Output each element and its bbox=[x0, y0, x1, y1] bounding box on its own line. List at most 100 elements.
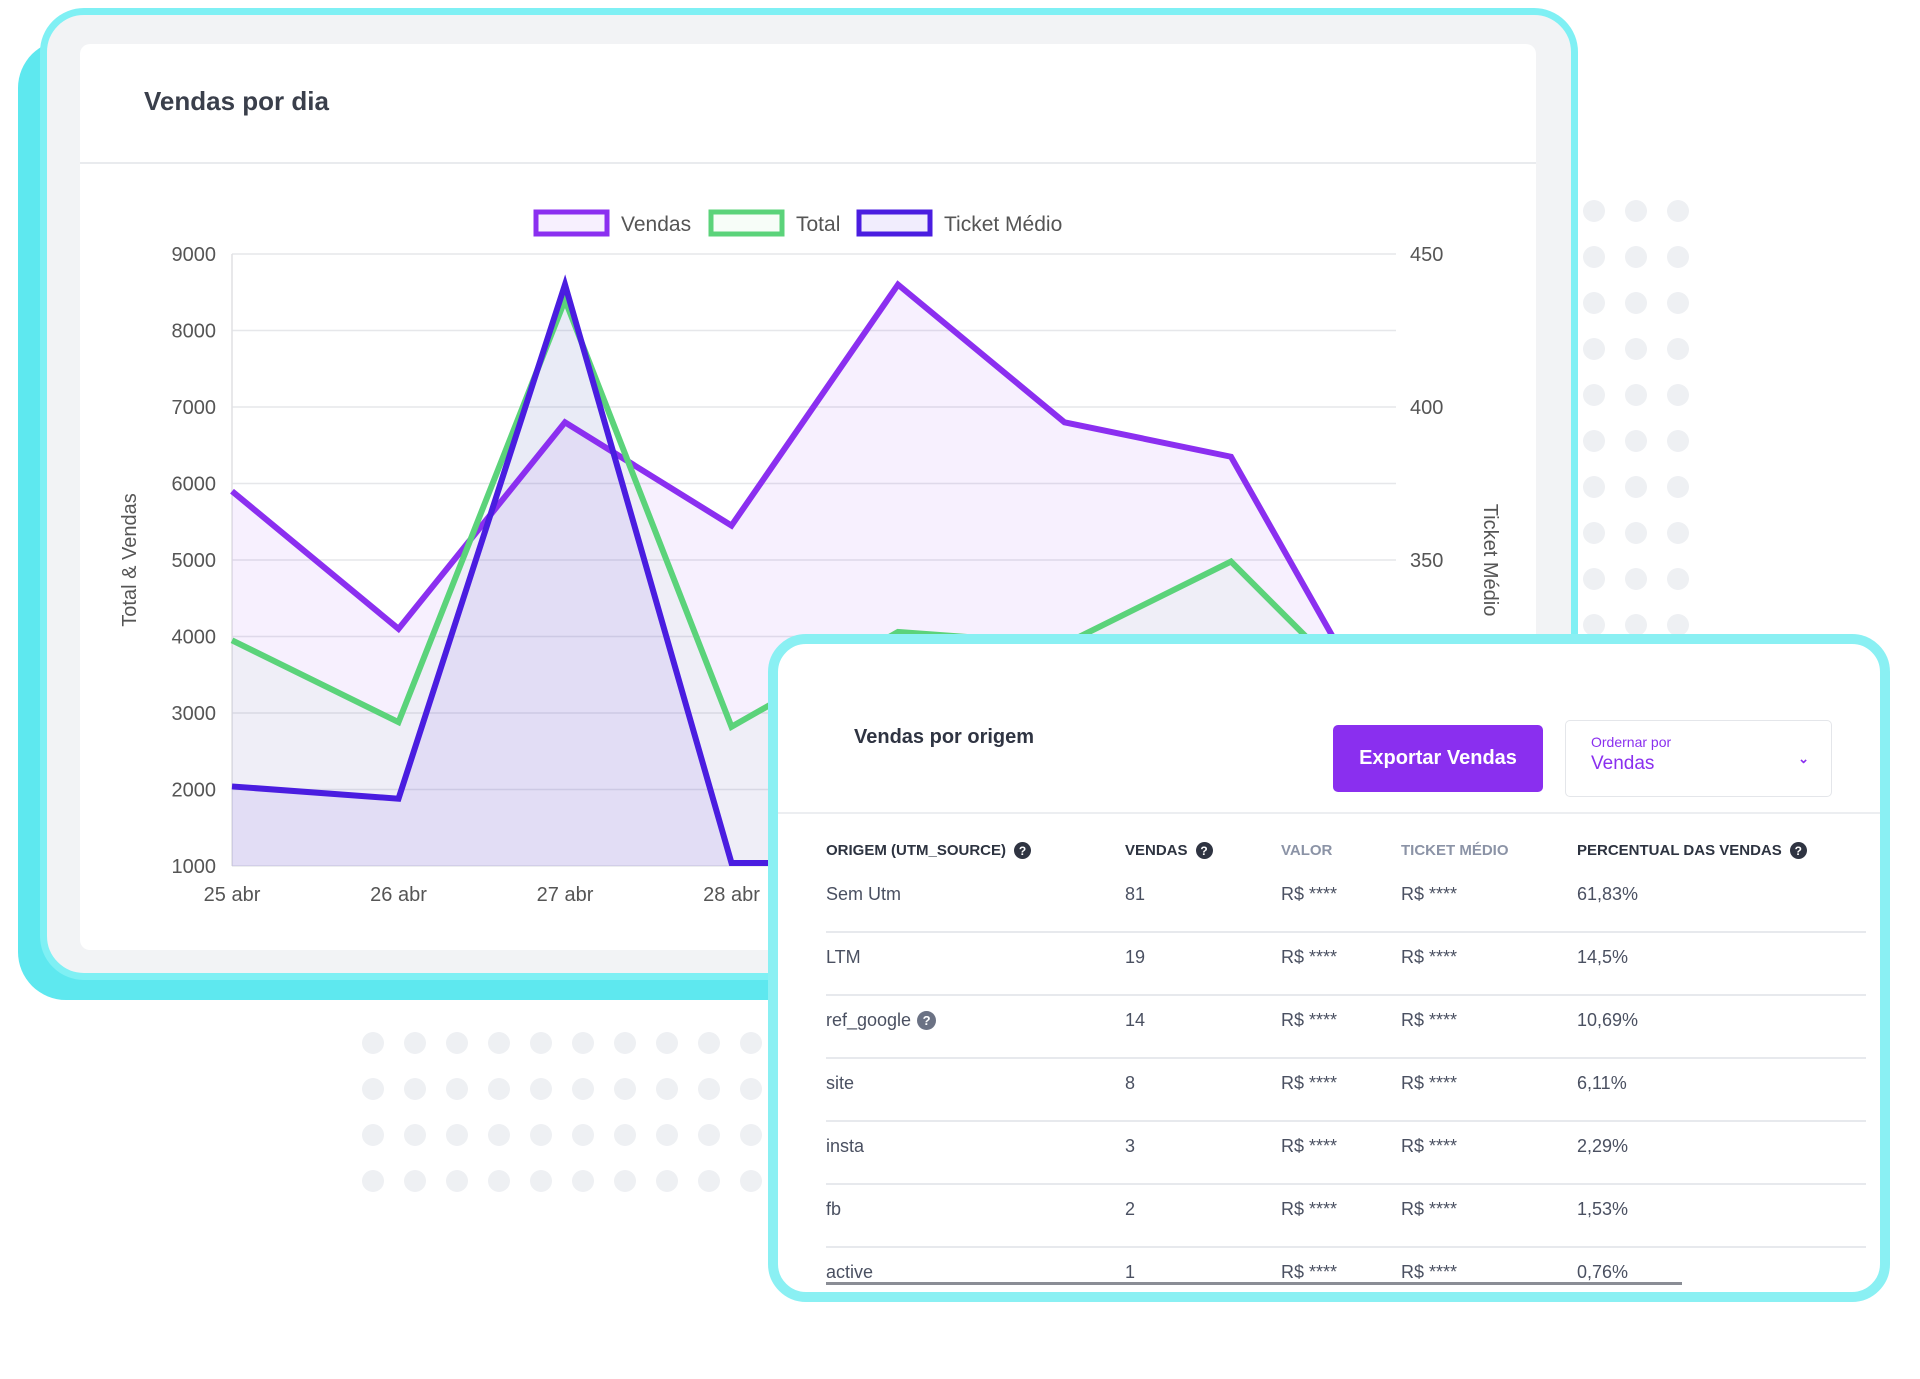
decorative-dot bbox=[698, 1032, 720, 1054]
column-header[interactable]: VALOR bbox=[1281, 842, 1332, 859]
sales-by-origin-card: Vendas por origem Exportar Vendas Ordern… bbox=[768, 634, 1890, 1302]
legend-label: Vendas bbox=[621, 213, 691, 236]
decorative-dot bbox=[1625, 246, 1647, 268]
decorative-dot bbox=[1583, 614, 1605, 636]
decorative-dot bbox=[530, 1124, 552, 1146]
value-cell-text: R$ **** bbox=[1281, 1073, 1338, 1093]
y-right-tick-label: 400 bbox=[1410, 397, 1443, 419]
table-card-title: Vendas por origem bbox=[854, 726, 1035, 748]
percent-cell-text: 10,69% bbox=[1577, 1010, 1639, 1030]
y-tick-label: 1000 bbox=[172, 856, 217, 878]
value-cell-text: R$ **** bbox=[1281, 884, 1338, 904]
value-cell: R$ **** bbox=[1281, 1262, 1337, 1283]
origin-cell: insta bbox=[826, 1136, 864, 1157]
ticket-cell: R$ **** bbox=[1401, 1262, 1457, 1283]
row-divider bbox=[826, 1120, 1866, 1122]
row-divider bbox=[826, 1183, 1866, 1185]
decorative-dot bbox=[1667, 522, 1689, 544]
legend-swatch bbox=[856, 209, 933, 237]
sales-count-cell: 14 bbox=[1125, 1010, 1145, 1031]
percent-cell-text: 14,5% bbox=[1577, 947, 1629, 967]
column-header-label: TICKET MÉDIO bbox=[1401, 842, 1509, 859]
table-row[interactable]: insta 3 R$ **** R$ **** 2,29% bbox=[778, 1122, 1880, 1185]
decorative-dot bbox=[446, 1032, 468, 1054]
table-row[interactable]: site 8 R$ **** R$ **** 6,11% bbox=[778, 1059, 1880, 1122]
decorative-dot bbox=[656, 1124, 678, 1146]
ticket-cell-text: R$ **** bbox=[1401, 947, 1458, 967]
percent-cell: 1,53% bbox=[1577, 1199, 1628, 1220]
decorative-dot bbox=[656, 1032, 678, 1054]
ticket-cell: R$ **** bbox=[1401, 1073, 1457, 1094]
value-cell-text: R$ **** bbox=[1281, 1199, 1338, 1219]
decorative-dot bbox=[614, 1032, 636, 1054]
table-row[interactable]: active 1 R$ **** R$ **** 0,76% bbox=[778, 1248, 1880, 1292]
ticket-cell-text: R$ **** bbox=[1401, 884, 1458, 904]
decorative-dot bbox=[446, 1170, 468, 1192]
help-icon[interactable]: ? bbox=[1789, 842, 1807, 859]
y-tick-label: 7000 bbox=[172, 397, 217, 419]
decorative-dot bbox=[1625, 384, 1647, 406]
decorative-dot bbox=[488, 1032, 510, 1054]
value-cell: R$ **** bbox=[1281, 884, 1337, 905]
ticket-cell: R$ **** bbox=[1401, 884, 1457, 905]
legend-label: Ticket Médio bbox=[944, 213, 1062, 236]
y-tick-label: 6000 bbox=[172, 474, 217, 496]
column-header[interactable]: ORIGEM (UTM_SOURCE)? bbox=[826, 842, 1031, 859]
value-cell: R$ **** bbox=[1281, 1010, 1337, 1031]
y-tick-label: 4000 bbox=[172, 627, 217, 649]
decorative-dot bbox=[530, 1032, 552, 1054]
y-right-axis-title: Ticket Médio bbox=[1479, 504, 1501, 617]
sales-count-cell: 81 bbox=[1125, 884, 1145, 905]
column-header[interactable]: VENDAS? bbox=[1125, 842, 1213, 859]
decorative-dot bbox=[1625, 614, 1647, 636]
y-tick-label: 9000 bbox=[172, 244, 217, 266]
row-divider bbox=[826, 1246, 1866, 1248]
decorative-dot bbox=[1583, 338, 1605, 360]
chart-card-divider bbox=[80, 162, 1536, 164]
origin-cell-text: active bbox=[826, 1262, 874, 1282]
horizontal-scrollbar[interactable] bbox=[826, 1282, 1682, 1285]
table-row[interactable]: fb 2 R$ **** R$ **** 1,53% bbox=[778, 1185, 1880, 1248]
export-sales-button[interactable]: Exportar Vendas bbox=[1333, 725, 1543, 792]
decorative-dot bbox=[1583, 246, 1605, 268]
table-row[interactable]: LTM 19 R$ **** R$ **** 14,5% bbox=[778, 933, 1880, 996]
series-line-0 bbox=[230, 280, 1401, 753]
decorative-dot bbox=[530, 1170, 552, 1192]
percent-cell: 2,29% bbox=[1577, 1136, 1628, 1157]
decorative-dot bbox=[1583, 568, 1605, 590]
table-row[interactable]: ref_google? 14 R$ **** R$ **** 10,69% bbox=[778, 996, 1880, 1059]
x-tick-label: 28 abr bbox=[703, 884, 760, 906]
origin-cell-text: insta bbox=[826, 1136, 865, 1156]
column-header-label: ORIGEM (UTM_SOURCE) bbox=[826, 842, 1006, 859]
origin-cell-text: Sem Utm bbox=[826, 884, 902, 904]
percent-cell: 6,11% bbox=[1577, 1073, 1627, 1094]
series-area-2 bbox=[232, 284, 1398, 882]
percent-cell: 61,83% bbox=[1577, 884, 1638, 905]
column-header[interactable]: PERCENTUAL DAS VENDAS? bbox=[1577, 842, 1807, 859]
sales-count-cell: 1 bbox=[1125, 1262, 1135, 1283]
decorative-dot bbox=[362, 1170, 384, 1192]
decorative-dot bbox=[1625, 568, 1647, 590]
decorative-dot bbox=[404, 1124, 426, 1146]
help-icon[interactable]: ? bbox=[917, 1011, 937, 1030]
decorative-dot bbox=[362, 1078, 384, 1100]
help-icon[interactable]: ? bbox=[1195, 842, 1213, 859]
x-tick-label: 25 abr bbox=[204, 884, 261, 906]
decorative-dot bbox=[740, 1032, 762, 1054]
column-header[interactable]: TICKET MÉDIO bbox=[1401, 842, 1509, 859]
percent-cell-text: 6,11% bbox=[1577, 1073, 1627, 1093]
help-icon[interactable]: ? bbox=[1014, 842, 1031, 859]
sort-select[interactable]: Ordernar por Vendas ⌄ bbox=[1565, 720, 1832, 797]
decorative-dot bbox=[404, 1170, 426, 1192]
decorative-dot bbox=[1583, 476, 1605, 498]
y-axis-title: Total & Vendas bbox=[119, 493, 141, 626]
ticket-cell-text: R$ **** bbox=[1401, 1010, 1458, 1030]
sales-count-cell-text: 3 bbox=[1125, 1136, 1136, 1156]
ticket-cell: R$ **** bbox=[1401, 1199, 1457, 1220]
origin-cell: Sem Utm bbox=[826, 884, 901, 905]
decorative-dot bbox=[362, 1032, 384, 1054]
table-row[interactable]: Sem Utm 81 R$ **** R$ **** 61,83% bbox=[778, 870, 1880, 933]
ticket-cell: R$ **** bbox=[1401, 1010, 1457, 1031]
column-header-label: PERCENTUAL DAS VENDAS bbox=[1577, 842, 1782, 859]
origin-cell: LTM bbox=[826, 947, 861, 968]
